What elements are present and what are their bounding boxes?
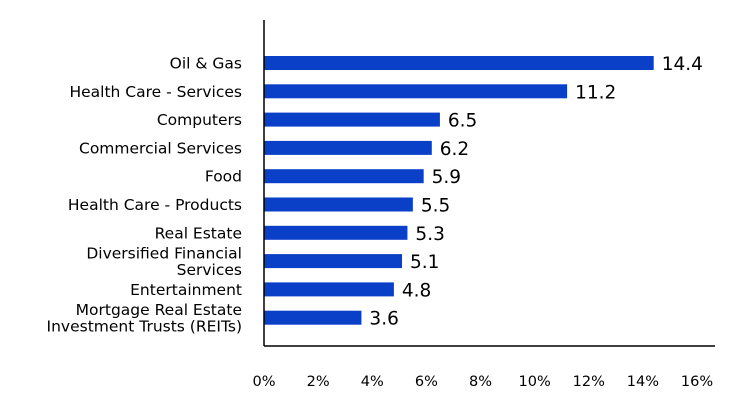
bar-10	[264, 310, 362, 325]
x-tick-label-2: 2%	[307, 374, 330, 390]
value-label-5: 5.9	[432, 167, 461, 188]
category-label-5: Food	[205, 168, 242, 186]
category-label-line: Diversified Financial	[86, 244, 242, 262]
bar-6	[264, 197, 413, 212]
category-label-8: Diversified Financial Services	[86, 244, 242, 279]
category-label-1: Oil & Gas	[170, 55, 242, 73]
category-label-line: Food	[205, 168, 242, 186]
x-tick-label-6: 10%	[519, 374, 551, 390]
value-label-10: 3.6	[369, 309, 398, 330]
x-tick-labels-group: 0% 2% 4% 6% 8% 10% 12% 14% 16%	[252, 374, 713, 390]
value-label-9: 4.8	[402, 280, 431, 301]
value-label-3: 6.5	[448, 111, 477, 132]
category-label-line: Real Estate	[155, 224, 242, 242]
x-tick-label-9: 16%	[681, 374, 713, 390]
value-labels-group: 14.4 11.2 6.5 6.2 5.9 5.5 5.3 5.1 4.83.6	[369, 54, 702, 330]
value-label-8: 5.1	[410, 252, 439, 273]
value-label-1: 14.4	[662, 54, 703, 75]
category-label-3: Computers	[157, 111, 242, 129]
category-label-line: Commercial Services	[79, 139, 242, 157]
x-tick-label-1: 0%	[252, 374, 275, 390]
x-tick-label-5: 8%	[469, 374, 492, 390]
bar-1	[264, 56, 654, 70]
category-label-6: Health Care - Products	[68, 196, 242, 214]
category-label-7: Real Estate	[155, 224, 242, 242]
bar-3	[264, 112, 440, 127]
bar-7	[264, 225, 408, 240]
category-labels-group: Oil & Gas Health Care - Services Computers…	[47, 55, 242, 336]
value-label-2: 11.2	[575, 82, 616, 103]
bar-2	[264, 84, 568, 99]
x-tick-label-7: 12%	[573, 374, 605, 390]
bars-group	[264, 56, 654, 325]
bar-4	[264, 140, 432, 155]
bar-5	[264, 169, 424, 184]
category-label-line: Entertainment	[130, 281, 242, 299]
category-label-9: Entertainment	[130, 281, 242, 299]
bar-9	[264, 282, 394, 297]
category-label-line: Health Care - Services	[69, 83, 242, 101]
category-label-line: Computers	[157, 111, 242, 129]
value-label-4: 6.2	[440, 139, 469, 160]
category-label-line: Mortgage Real Estate	[76, 301, 242, 319]
category-label-line: Oil & Gas	[170, 55, 242, 73]
bar-8	[264, 254, 403, 269]
x-tick-label-4: 6%	[415, 374, 438, 390]
value-label-7: 5.3	[415, 224, 444, 245]
value-label-6: 5.5	[421, 196, 450, 217]
category-label-line: Services	[177, 261, 242, 279]
category-label-10: Mortgage Real Estate Investment Trusts (R…	[47, 301, 242, 336]
x-tick-label-3: 4%	[361, 374, 384, 390]
x-tick-label-8: 14%	[627, 374, 659, 390]
category-label-4: Commercial Services	[79, 139, 242, 157]
category-label-line: Investment Trusts (REITs)	[47, 317, 242, 335]
category-label-2: Health Care - Services	[69, 83, 242, 101]
category-label-line: Health Care - Products	[68, 196, 242, 214]
